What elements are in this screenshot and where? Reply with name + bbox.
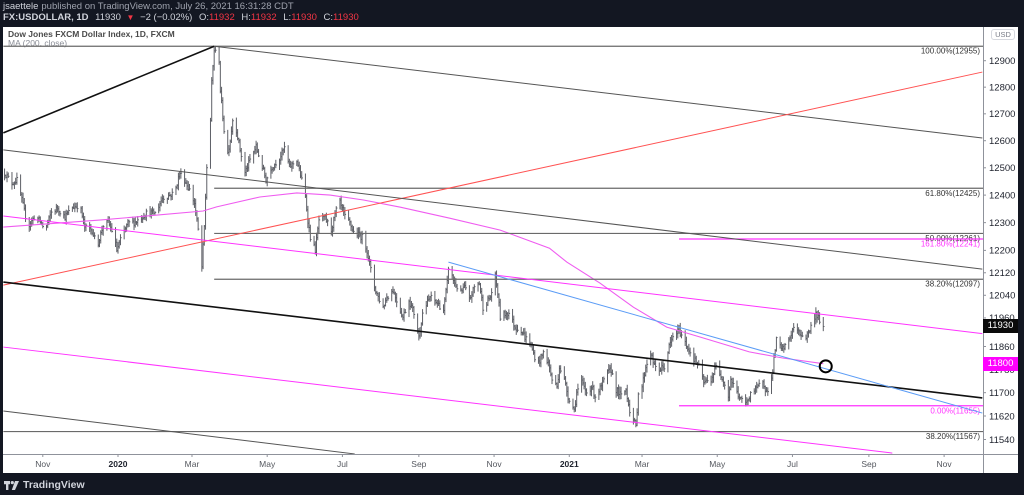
fib-level-label: 161.80%(12241) [921,239,980,248]
price-tick-label: 12800 [989,82,1015,93]
price-tick-label: 12040 [989,291,1015,302]
price-tick-label: 12300 [989,218,1015,229]
price-tick-label: 12700 [989,109,1015,120]
time-tick-label: May [259,459,276,469]
time-axis[interactable]: Nov 2020 Mar May Jul Sep Nov 2021 Mar May Jul Sep No… [35,454,952,469]
price-change: −2 (−0.02%) [140,12,193,23]
price-tick-label: 11620 [989,411,1015,422]
price-axis[interactable]: 12900 12800 12700 12600 12500 12400 12300 12200… [983,56,1015,446]
circle-marker[interactable] [818,359,833,374]
time-tick-label: Mar [185,459,200,469]
tradingview-logo-icon [4,480,19,490]
fib-level-label: 0.00%(11655) [930,406,980,415]
last-price-label: 11930 [983,319,1018,334]
moving-average-line[interactable] [3,192,824,365]
upper-falling-line[interactable] [3,149,983,270]
ma-price-label: 11800 [983,356,1018,371]
price-tick-label: 11860 [989,342,1015,353]
brand-name: TradingView [23,479,85,491]
fib-level-label: 38.20%(11567) [926,432,980,441]
down-arrow-icon: ▼ [126,13,135,22]
fib-level-label: 100.00%(12955) [921,47,980,56]
time-tick-label: May [709,459,726,469]
price-tick-label: 12200 [989,246,1015,257]
price-tick-label: 11960 [989,313,1015,324]
high-value: 11932 [250,12,277,23]
time-tick-label: Sep [861,459,876,469]
price-tick-label: 12400 [989,190,1015,201]
price-tick-label: 12500 [989,163,1015,174]
high-key: H: [241,12,251,23]
time-tick-label: Nov [937,459,953,469]
red-rising-line[interactable] [3,71,983,286]
indicator-title[interactable]: MA (200, close) [8,38,68,48]
price-tick-label: 12900 [989,56,1015,67]
magenta-channel-bottom[interactable] [3,346,893,454]
time-tick-label: Nov [35,459,51,469]
time-tick-label: 2020 [109,459,128,469]
lower-falling-line[interactable] [3,410,355,454]
black-channel-line[interactable] [3,281,983,399]
plot-area[interactable]: 100.00%(12955)61.80%(12425)50.00%(12261)… [3,45,983,454]
close-value: 11930 [333,12,359,23]
fib-level-label: 61.80%(12425) [925,189,980,198]
falling-line-from-peak[interactable] [214,45,983,139]
currency-button[interactable]: USD [991,29,1015,40]
last-price: 11930 [95,12,121,23]
time-tick-label: 2021 [560,459,579,469]
author-link[interactable]: jsaettele [3,1,39,12]
series-title[interactable]: Dow Jones FXCM Dollar Index, 1D, FXCM [8,29,175,39]
price-tick-label: 12600 [989,136,1015,147]
open-key: O: [199,12,210,23]
time-tick-label: Jul [787,459,798,469]
close-key: C: [323,12,334,23]
published-text: published on TradingView.com, July 26, 2… [41,1,294,12]
time-tick-label: Nov [487,459,503,469]
rising-trendline-to-peak[interactable] [3,45,215,134]
symbol-label: FX:USDOLLAR, 1D [3,12,89,23]
price-tick-label: 11700 [989,388,1015,399]
time-tick-label: Mar [635,459,650,469]
publish-info: jsaettele published on TradingView.com, J… [3,1,1013,12]
symbol-quote: FX:USDOLLAR, 1D 11930 ▼ −2 (−0.02%) O:11… [3,12,1013,23]
fib-level-label: 38.20%(12097) [925,280,980,289]
price-tick-label: 11540 [989,435,1015,446]
blue-trendline[interactable] [448,261,983,414]
ohlc-bars [4,46,825,428]
chart-legend: Dow Jones FXCM Dollar Index, 1D, FXCM MA… [8,30,175,48]
open-value: 11932 [209,12,235,23]
low-key: L: [283,12,292,23]
price-tick-label: 12120 [989,268,1015,279]
low-value: 11930 [291,12,317,23]
footer-brand[interactable]: TradingView [4,477,85,493]
publish-header: jsaettele published on TradingView.com, J… [3,1,1013,27]
time-tick-label: Sep [411,459,426,469]
time-tick-label: Jul [337,459,348,469]
